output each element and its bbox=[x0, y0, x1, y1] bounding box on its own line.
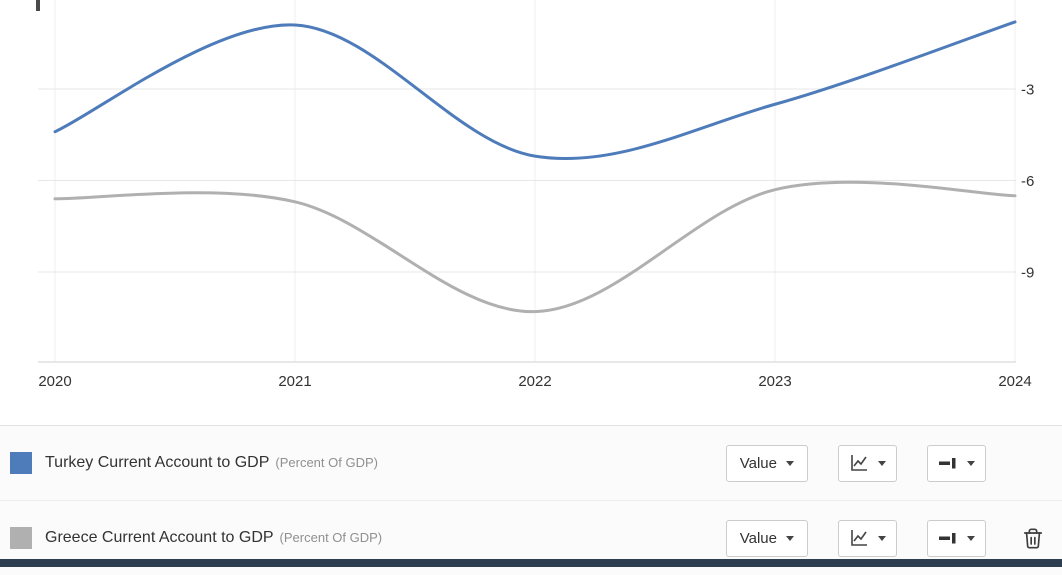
y-tick-label: -3 bbox=[1021, 82, 1034, 99]
series-line-0[interactable] bbox=[53, 20, 1017, 161]
value-dropdown[interactable]: Value bbox=[725, 444, 808, 482]
legend-row-greece: Greece Current Account to GDP (Percent O… bbox=[0, 501, 1062, 575]
trash-icon bbox=[1023, 528, 1043, 548]
caret-down-icon bbox=[878, 535, 886, 541]
line-style-dropdown[interactable] bbox=[927, 519, 986, 557]
chart-type-dropdown[interactable] bbox=[838, 519, 897, 557]
caret-down-icon bbox=[967, 460, 975, 466]
caret-down-icon bbox=[786, 535, 794, 541]
chart-area: 2020 2021 2022 2023 2024 -3 -6 -9 bbox=[0, 0, 1062, 425]
y-tick-label: -6 bbox=[1021, 173, 1034, 190]
legend-panel: Turkey Current Account to GDP (Percent O… bbox=[0, 425, 1062, 575]
line-chart-icon bbox=[851, 530, 867, 546]
x-tick-label: 2024 bbox=[998, 373, 1031, 390]
chart-type-dropdown[interactable] bbox=[838, 444, 897, 482]
trash-slot bbox=[1016, 525, 1050, 552]
line-style-icon bbox=[939, 458, 956, 469]
legend-row-turkey: Turkey Current Account to GDP (Percent O… bbox=[0, 426, 1062, 501]
caret-down-icon bbox=[967, 535, 975, 541]
series-subtitle: (Percent Of GDP) bbox=[279, 530, 383, 545]
x-tick-label: 2022 bbox=[518, 373, 551, 390]
y-tick-label: -9 bbox=[1021, 265, 1034, 282]
bottom-strip bbox=[0, 559, 1062, 567]
series-title: Turkey Current Account to GDP bbox=[45, 454, 270, 471]
series-title: Greece Current Account to GDP bbox=[45, 529, 274, 546]
value-dropdown-label: Value bbox=[739, 454, 777, 472]
top-left-mark bbox=[36, 0, 40, 11]
value-dropdown-label: Value bbox=[739, 529, 777, 547]
delete-series-button[interactable] bbox=[1020, 525, 1046, 552]
caret-down-icon bbox=[786, 460, 794, 466]
series-controls: Value bbox=[725, 444, 1050, 482]
x-tick-label: 2023 bbox=[758, 373, 791, 390]
chart-canvas[interactable]: 2020 2021 2022 2023 2024 -3 -6 -9 bbox=[0, 0, 1062, 425]
series-controls: Value bbox=[725, 519, 1050, 557]
series-line-1[interactable] bbox=[53, 180, 1017, 314]
series-swatch-turkey bbox=[10, 452, 32, 474]
line-chart-icon bbox=[851, 455, 867, 471]
x-tick-label: 2020 bbox=[38, 373, 71, 390]
value-dropdown[interactable]: Value bbox=[725, 519, 808, 557]
caret-down-icon bbox=[878, 460, 886, 466]
series-swatch-greece bbox=[10, 527, 32, 549]
line-style-dropdown[interactable] bbox=[927, 444, 986, 482]
series-label: Greece Current Account to GDP (Percent O… bbox=[45, 529, 726, 547]
series-subtitle: (Percent Of GDP) bbox=[275, 455, 378, 470]
series-label: Turkey Current Account to GDP (Percent O… bbox=[45, 454, 726, 472]
line-style-icon bbox=[939, 533, 956, 544]
x-tick-label: 2021 bbox=[278, 373, 311, 390]
